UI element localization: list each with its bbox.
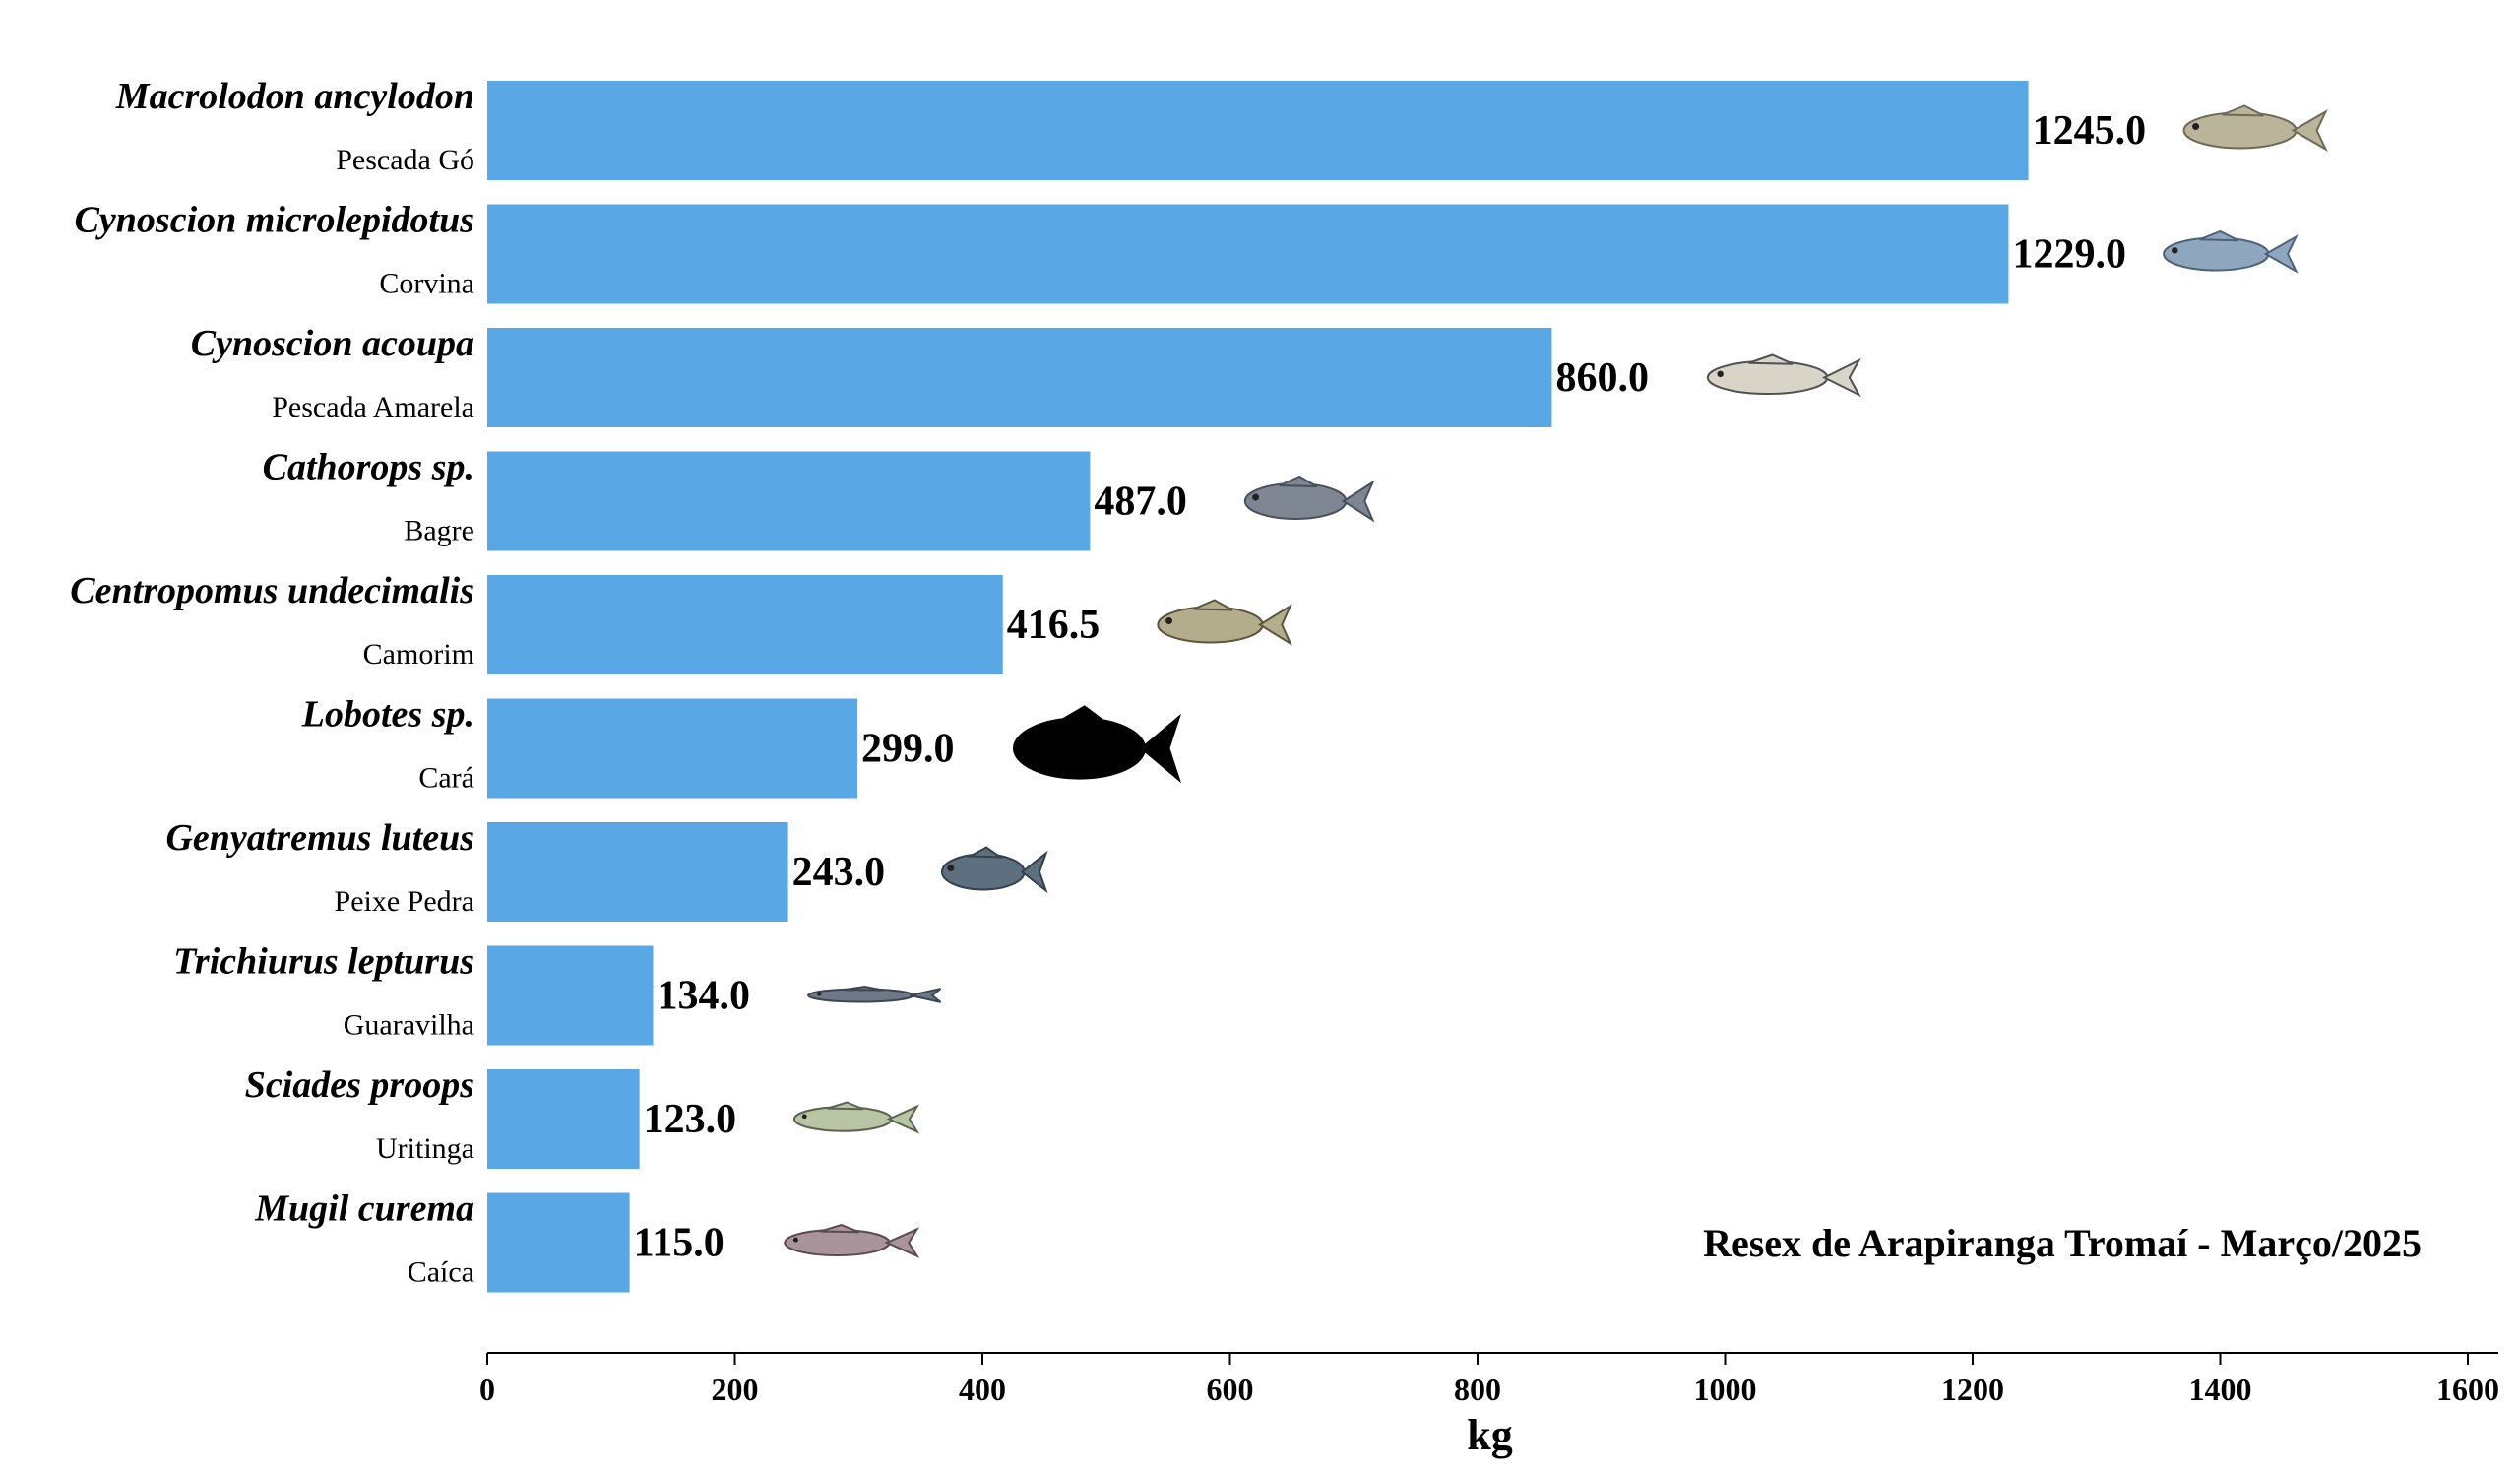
acoupa-weakfish-icon: [1706, 353, 1861, 398]
mullet-icon: [784, 1223, 920, 1258]
snook-icon: [1157, 599, 1292, 647]
sea-catfish-icon: [792, 1101, 920, 1134]
category-scientific-name: Mugil curema: [254, 1188, 474, 1230]
category-scientific-name: Trichiurus lepturus: [173, 941, 474, 983]
category-common-name: Pescada Amarela: [272, 391, 474, 423]
catfish-icon: [1243, 475, 1375, 523]
category-common-name: Cará: [418, 762, 474, 795]
category-scientific-name: Genyatremus luteus: [165, 817, 474, 859]
bar-8: [487, 945, 654, 1046]
category-common-name: Caíca: [408, 1256, 474, 1289]
value-label: 416.5: [1007, 603, 1101, 648]
category-common-name: Camorim: [363, 638, 474, 671]
x-tick-label: 1000: [1694, 1372, 1757, 1407]
category-common-name: Bagre: [404, 515, 474, 547]
bar-6: [487, 698, 857, 799]
cutlassfish-icon: [807, 985, 942, 1003]
x-tick-label: 400: [959, 1372, 1006, 1407]
category-scientific-name: Cynoscion acoupa: [191, 323, 474, 364]
value-label: 487.0: [1094, 480, 1187, 525]
category-scientific-name: Sciades proops: [245, 1064, 474, 1106]
bar-7: [487, 822, 788, 922]
value-labels: 1245.0 1229.0 860.0 487.0 416.5 299.0 243.0 134…: [634, 108, 2146, 1266]
value-label: 1229.0: [2012, 232, 2126, 278]
weakfish-icon: [2182, 104, 2328, 152]
category-common-name: Corvina: [379, 268, 474, 300]
chart-annotation: Resex de Arapiranga Tromaí - Março/2025: [1703, 1221, 2422, 1265]
value-label: 299.0: [861, 727, 955, 772]
grunt-icon: [940, 846, 1048, 894]
x-tick-label: 600: [1207, 1372, 1254, 1407]
value-label: 1245.0: [2033, 108, 2147, 154]
y-axis-labels: Macrolodon ancylodon Pescada Gó Cynoscion …: [70, 76, 474, 1289]
x-tick-label: 1400: [2189, 1372, 2252, 1407]
bar-10: [487, 1192, 630, 1293]
value-label: 115.0: [634, 1221, 724, 1266]
bars-group: [487, 81, 2029, 1293]
category-common-name: Guaravilha: [344, 1009, 474, 1042]
category-scientific-name: Centropomus undecimalis: [70, 570, 474, 611]
bar-1: [487, 81, 2029, 180]
x-tick-label: 200: [712, 1372, 759, 1407]
bar-4: [487, 451, 1091, 551]
value-label: 134.0: [658, 974, 751, 1019]
x-tick-label: 0: [479, 1372, 495, 1407]
fish-icons: [784, 104, 2328, 1258]
bar-2: [487, 204, 2009, 304]
category-common-name: Pescada Gó: [336, 144, 474, 176]
x-axis: 0 200 400 600 800 1000 1200 1400 1600: [479, 1352, 2499, 1407]
value-label: 123.0: [644, 1097, 737, 1142]
category-common-name: Uritinga: [376, 1132, 474, 1165]
x-tick-label: 1200: [1941, 1372, 2004, 1407]
value-label: 860.0: [1555, 355, 1649, 401]
category-scientific-name: Lobotes sp.: [301, 694, 474, 736]
category-scientific-name: Macrolodon ancylodon: [115, 76, 474, 117]
value-label: 243.0: [792, 850, 886, 895]
category-common-name: Peixe Pedra: [335, 885, 474, 918]
x-axis-label: kg: [1467, 1411, 1512, 1459]
croaker-icon: [2163, 229, 2299, 274]
category-scientific-name: Cathorops sp.: [263, 447, 474, 488]
x-tick-label: 800: [1454, 1372, 1501, 1407]
x-tick-label: 1600: [2436, 1372, 2499, 1407]
bar-3: [487, 328, 1552, 427]
bar-9: [487, 1069, 640, 1169]
bar-5: [487, 575, 1003, 674]
category-scientific-name: Cynoscion microlepidotus: [75, 200, 474, 241]
tripletail-silhouette-icon: [1012, 705, 1182, 784]
